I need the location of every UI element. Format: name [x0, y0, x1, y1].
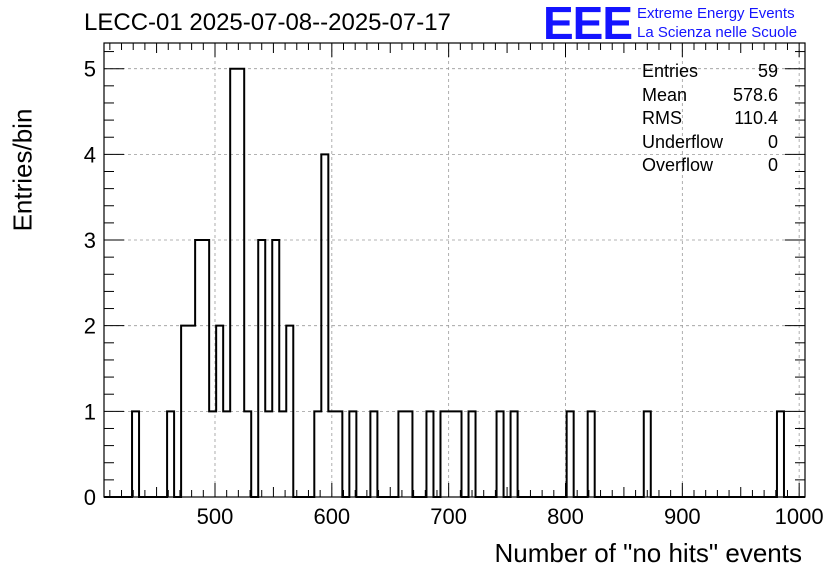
y-tick-label: 5: [84, 57, 96, 82]
histogram-bar: [195, 240, 202, 497]
logo-line-2: La Scienza nelle Scuole: [637, 24, 798, 41]
y-tick-label: 1: [84, 399, 96, 424]
histogram-bar: [567, 411, 574, 497]
histogram-bar: [426, 411, 433, 497]
eee-logo: EEE: [543, 0, 633, 49]
histogram-bar: [469, 411, 476, 497]
plot-title: LECC-01 2025-07-08--2025-07-17: [84, 9, 451, 36]
histogram-bar: [258, 240, 265, 497]
x-tick-label: 800: [547, 504, 584, 529]
stats-value: 110.4: [734, 108, 778, 128]
stats-row-overflow: Overflow 0: [642, 154, 778, 178]
axis-ticks: [104, 43, 805, 498]
histogram-bar: [279, 411, 286, 497]
histogram-bar: [588, 411, 595, 497]
stats-value: 0: [767, 131, 778, 152]
x-tick-label: 1000: [775, 504, 824, 529]
histogram-bar: [237, 69, 244, 497]
stats-label: RMS: [642, 108, 682, 128]
stats-label: Underflow: [642, 131, 724, 152]
histogram-bar: [644, 411, 651, 497]
histogram-bar: [265, 411, 272, 497]
histogram-bar: [202, 240, 209, 497]
stats-row-mean: Mean 578.6: [642, 84, 778, 108]
stats-value: 578.6: [732, 84, 778, 105]
y-tick-label: 3: [84, 228, 96, 253]
plot-frame: [103, 42, 806, 498]
y-axis-label: Entries/bin: [7, 108, 38, 232]
y-axis-label-box: Entries/bin: [6, 108, 40, 232]
stats-label: Entries: [642, 61, 699, 81]
histogram-bar: [335, 411, 342, 497]
histogram-bar: [398, 411, 405, 497]
x-tick-label: 600: [313, 504, 350, 529]
histogram-bar: [167, 411, 174, 497]
histogram-bar: [777, 411, 784, 497]
stats-row-entries: Entries 59: [642, 60, 778, 84]
stats-label: Mean: [642, 84, 688, 105]
x-axis-label: Number of "no hits" events: [494, 538, 803, 568]
histogram-bar: [244, 411, 251, 497]
histogram-bar: [511, 411, 518, 497]
histogram-bar: [314, 411, 321, 497]
histogram-bar: [272, 240, 279, 497]
stats-row-rms: RMS 110.4: [642, 107, 778, 131]
histogram-bar: [223, 411, 230, 497]
stats-label: Overflow: [642, 155, 714, 175]
histogram-bar: [405, 411, 412, 497]
stats-row-underflow: Underflow 0: [642, 131, 778, 155]
tick-labels: 500 600 700 800 900 1000 0 1 2 3 4 5: [84, 57, 824, 529]
y-tick-label: 2: [84, 314, 96, 339]
y-tick-label: 4: [84, 142, 96, 167]
histogram-bar: [349, 411, 356, 497]
histogram-bar: [230, 69, 237, 497]
x-tick-label: 700: [430, 504, 467, 529]
histogram-bar: [455, 411, 462, 497]
logo-line-1: Extreme Energy Events: [637, 5, 795, 22]
eee-logo-text: Extreme Energy Events La Scienza nelle S…: [637, 4, 797, 42]
histogram-bar: [440, 411, 447, 497]
statistics-box: Entries 59 Mean 578.6 RMS 110.4 Underflow 0 …: [642, 60, 778, 178]
histogram-bar: [497, 411, 504, 497]
y-tick-label: 0: [84, 485, 96, 510]
histogram-outline: [104, 67, 805, 498]
x-tick-label: 500: [197, 504, 234, 529]
x-tick-label: 900: [664, 504, 701, 529]
stats-value: 0: [767, 155, 778, 175]
stats-value: 59: [757, 61, 778, 81]
histogram-bar: [370, 411, 377, 497]
histogram-bar: [132, 411, 139, 497]
